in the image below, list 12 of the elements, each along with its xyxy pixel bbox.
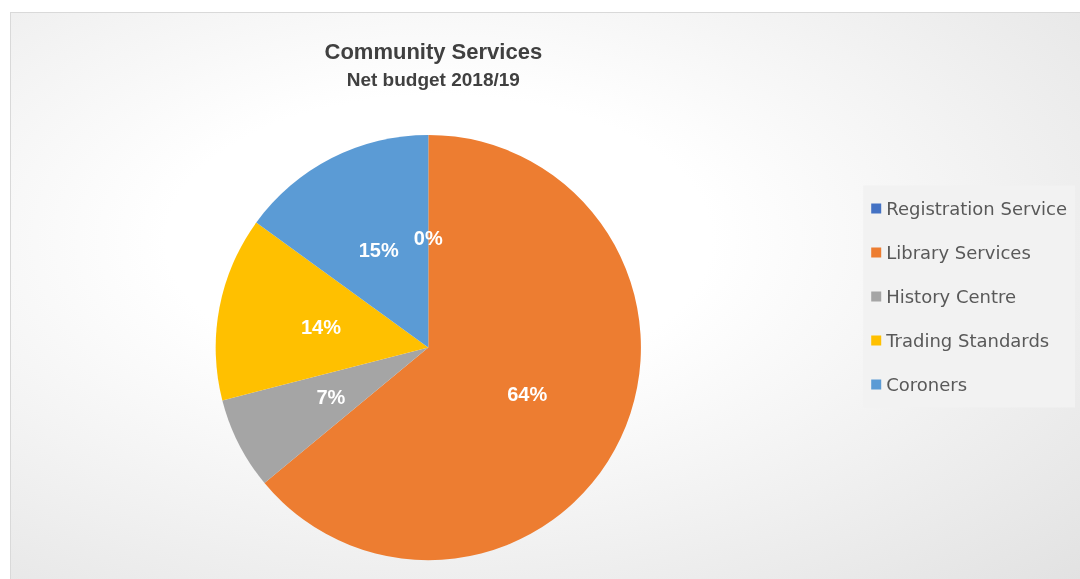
legend-label: Library Services xyxy=(886,242,1031,263)
data-label: 64% xyxy=(507,383,548,406)
data-label: 14% xyxy=(300,316,342,339)
legend-label: History Centre xyxy=(886,286,1017,307)
text: 0% xyxy=(413,227,443,250)
data-label: 7% xyxy=(316,386,346,409)
legend-label: Registration Service xyxy=(886,198,1068,219)
legend-label: Coroners xyxy=(886,374,968,395)
data-label: 15% xyxy=(358,239,399,262)
legend-label: Trading Standards xyxy=(885,330,1050,351)
chart-title: Community Services xyxy=(324,38,543,64)
chart-subtitle: Net budget 2018/19 xyxy=(346,69,520,90)
